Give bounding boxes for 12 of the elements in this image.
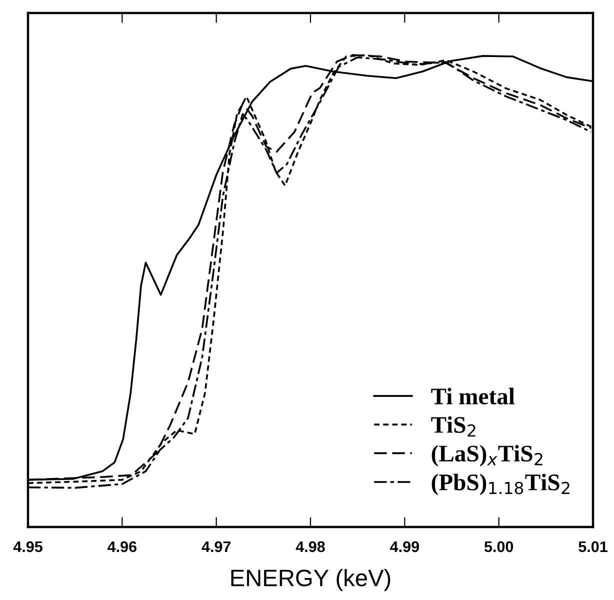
x-tick-label: 4.97: [202, 541, 231, 552]
x-axis-title: ENERGY (keV): [231, 569, 390, 592]
x-tick-label: 5.01: [578, 541, 608, 552]
legend-label: (PbS)$_{1.18}$TiS$_{2}$: [432, 474, 570, 496]
x-tick-label: 4.96: [108, 541, 136, 552]
legend-label: TiS$_{2}$: [431, 416, 476, 437]
legend-label: (LaS)$_{x}$TiS$_{2}$: [432, 444, 542, 466]
x-tick-label: 4.99: [390, 541, 419, 552]
x-tick-label: 4.95: [13, 541, 42, 552]
x-tick-label: 5.00: [484, 541, 514, 552]
x-tick-label: 4.98: [296, 541, 325, 552]
legend-label: Ti metal: [431, 388, 515, 404]
